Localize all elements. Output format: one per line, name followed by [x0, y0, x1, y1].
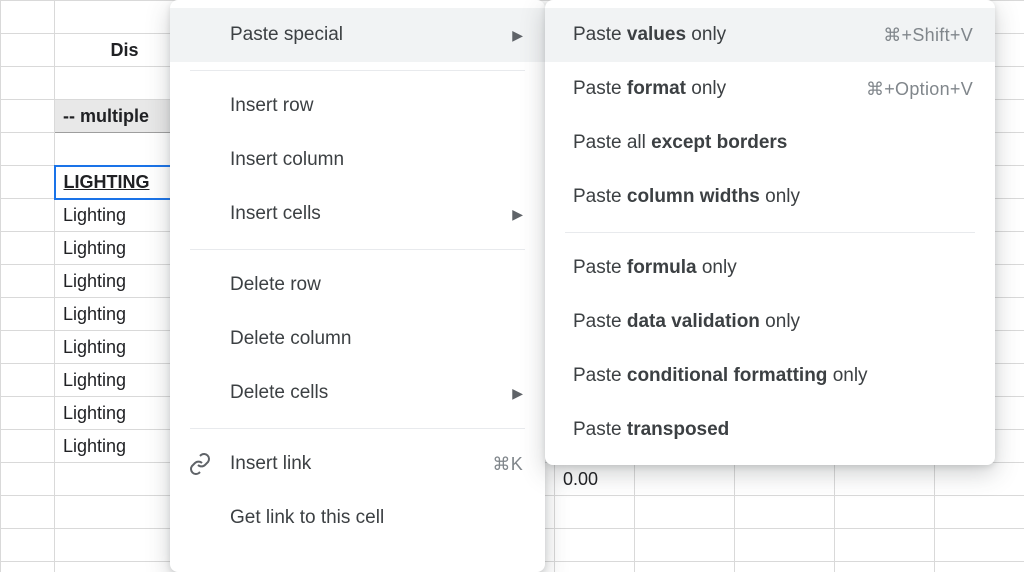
chevron-right-icon: ▶	[512, 385, 523, 402]
menu-item-label: Insert row	[230, 95, 523, 117]
menu-insert-link[interactable]: Insert link ⌘K	[170, 437, 545, 491]
menu-insert-cells[interactable]: Insert cells ▶	[170, 187, 545, 241]
menu-separator	[190, 428, 525, 429]
menu-get-link[interactable]: Get link to this cell	[170, 491, 545, 545]
menu-item-label: Paste values only	[573, 24, 883, 46]
menu-delete-row[interactable]: Delete row	[170, 258, 545, 312]
submenu-paste-transposed[interactable]: Paste transposed	[545, 403, 995, 457]
menu-item-label: Paste data validation only	[573, 311, 973, 333]
menu-paste-special[interactable]: Paste special ▶	[170, 8, 545, 62]
menu-item-label: Paste all except borders	[573, 132, 973, 154]
menu-item-label: Paste conditional formatting only	[573, 365, 973, 387]
chevron-right-icon: ▶	[512, 206, 523, 223]
menu-item-label: Insert link	[230, 453, 492, 475]
shortcut-label: ⌘+Shift+V	[883, 25, 973, 46]
menu-separator	[190, 249, 525, 250]
chevron-right-icon: ▶	[512, 27, 523, 44]
submenu-paste-except-borders[interactable]: Paste all except borders	[545, 116, 995, 170]
menu-item-label: Insert column	[230, 149, 523, 171]
menu-delete-column[interactable]: Delete column	[170, 312, 545, 366]
menu-separator	[565, 232, 975, 233]
menu-item-label: Get link to this cell	[230, 507, 523, 529]
menu-separator	[190, 70, 525, 71]
submenu-paste-values[interactable]: Paste values only ⌘+Shift+V	[545, 8, 995, 62]
menu-item-label: Paste special	[230, 24, 500, 46]
menu-item-label: Delete column	[230, 328, 523, 350]
menu-item-label: Delete cells	[230, 382, 500, 404]
menu-item-label: Insert cells	[230, 203, 500, 225]
menu-delete-cells[interactable]: Delete cells ▶	[170, 366, 545, 420]
menu-item-label: Paste format only	[573, 78, 866, 100]
menu-insert-row[interactable]: Insert row	[170, 79, 545, 133]
menu-item-label: Paste column widths only	[573, 186, 973, 208]
menu-item-label: Delete row	[230, 274, 523, 296]
menu-item-label: Paste formula only	[573, 257, 973, 279]
paste-special-submenu: Paste values only ⌘+Shift+V Paste format…	[545, 0, 995, 465]
submenu-paste-column-widths[interactable]: Paste column widths only	[545, 170, 995, 224]
menu-insert-column[interactable]: Insert column	[170, 133, 545, 187]
submenu-paste-data-validation[interactable]: Paste data validation only	[545, 295, 995, 349]
shortcut-label: ⌘K	[492, 454, 523, 475]
value-cell[interactable]: 0.00	[555, 463, 635, 496]
shortcut-label: ⌘+Option+V	[866, 79, 973, 100]
context-menu: Paste special ▶ Insert row Insert column…	[170, 0, 545, 572]
link-icon	[188, 452, 212, 476]
submenu-paste-conditional-formatting[interactable]: Paste conditional formatting only	[545, 349, 995, 403]
submenu-paste-formula[interactable]: Paste formula only	[545, 241, 995, 295]
menu-item-label: Paste transposed	[573, 419, 973, 441]
submenu-paste-format[interactable]: Paste format only ⌘+Option+V	[545, 62, 995, 116]
